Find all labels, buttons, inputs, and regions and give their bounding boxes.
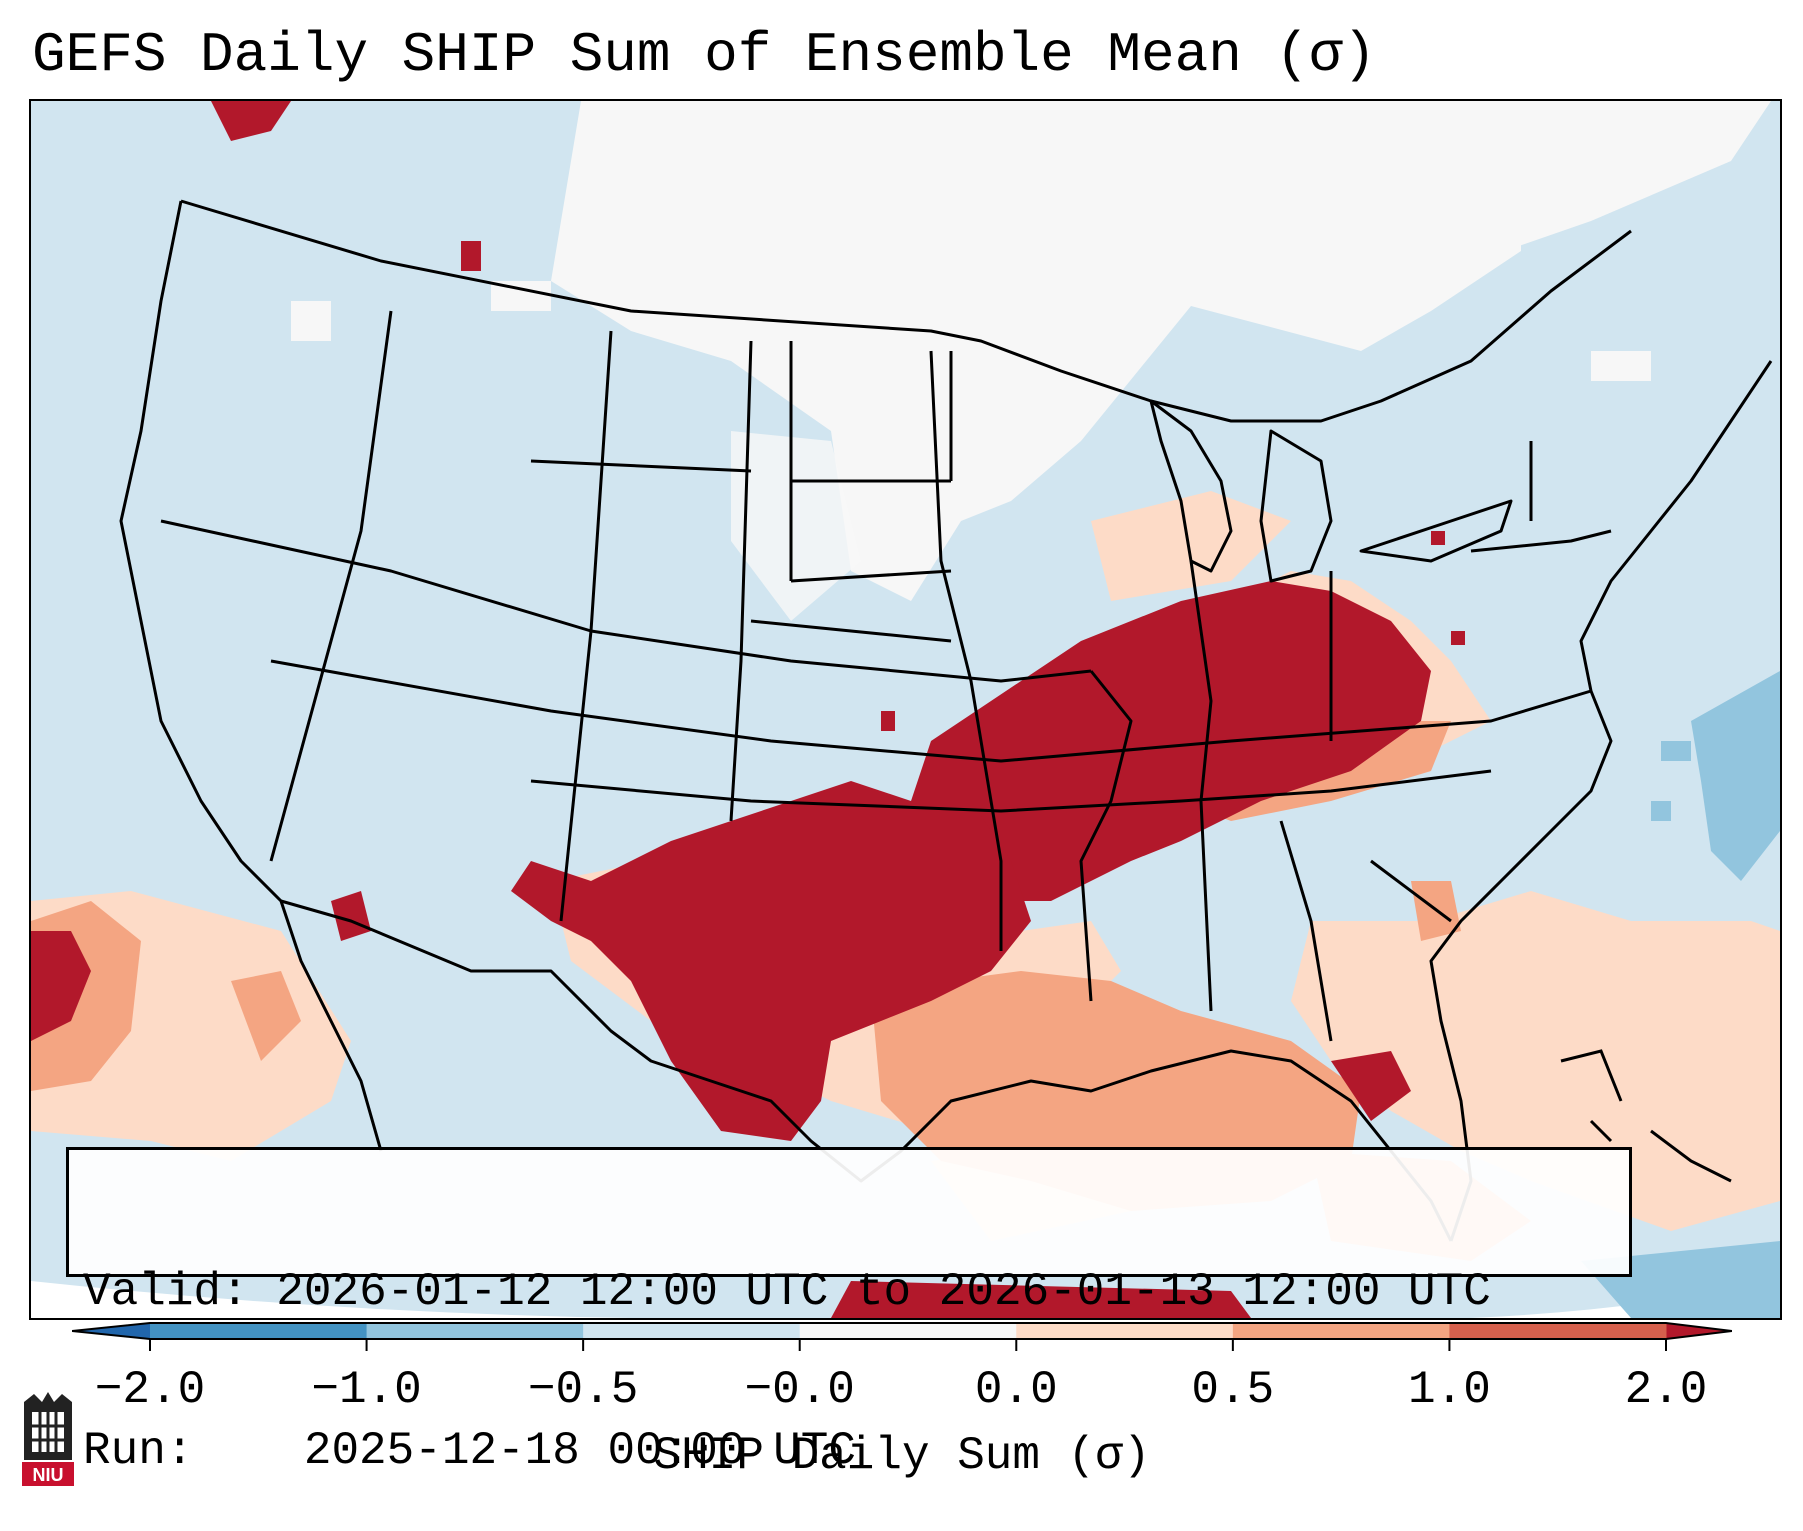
run-value: 2025-12-18 00:00 UTC	[303, 1425, 856, 1477]
colorbar-tick-label: 1.0	[1408, 1364, 1491, 1416]
colorbar-segment	[799, 1323, 1017, 1339]
domain-edge-left	[31, 1281, 631, 1318]
colorbar-tick-label: −0.5	[527, 1364, 639, 1416]
chart-title: GEFS Daily SHIP Sum of Ensemble Mean (σ)	[32, 23, 1377, 87]
valid-value: 2026-01-12 12:00 UTC to 2026-01-13 12:00…	[276, 1266, 1491, 1318]
colorbar-segment	[150, 1323, 368, 1339]
run-label: Run:	[83, 1425, 194, 1477]
colorbar-tick-label: −0.0	[744, 1364, 855, 1416]
colorbar-segment	[1449, 1323, 1667, 1339]
colorbar-segment	[1016, 1323, 1234, 1339]
colorbar	[72, 1322, 1732, 1351]
colorbar-tick-label: 2.0	[1624, 1364, 1708, 1416]
valid-label: Valid:	[83, 1266, 249, 1318]
colorbar-segment	[1232, 1323, 1450, 1339]
caribbean-islands	[1560, 1049, 1732, 1183]
niu-logo: NIU	[22, 1392, 74, 1486]
map-panel	[29, 99, 1782, 1320]
colorbar-ticks	[149, 1339, 1667, 1351]
valid-row: Valid: 2026-01-12 12:00 UTC to 2026-01-1…	[83, 1266, 1615, 1319]
colorbar-tick-label: −1.0	[311, 1364, 422, 1416]
near-zero-regions	[291, 101, 1771, 621]
map-canvas	[31, 101, 1780, 1318]
colorbar-extend-max	[1666, 1323, 1732, 1339]
colorbar-tick-label: 0.0	[974, 1364, 1058, 1416]
run-row: Run: 2025-12-18 00:00 UTC	[83, 1425, 1615, 1478]
valid-run-info-box: Valid: 2026-01-12 12:00 UTC to 2026-01-1…	[66, 1147, 1632, 1477]
colorbar-tick-label: 0.5	[1191, 1364, 1275, 1416]
colorbar-tick-label: −2.0	[94, 1364, 206, 1416]
logo-text: NIU	[33, 1465, 64, 1485]
colorbar-segment	[366, 1323, 584, 1339]
colorbar-label: SHIP Daily Sum (σ)	[653, 1430, 1151, 1482]
colorbar-segment	[583, 1323, 801, 1339]
strong-positive-anomaly	[31, 101, 1465, 1318]
colorbar-extend-min	[72, 1323, 150, 1339]
colorbar-segments	[72, 1322, 1732, 1340]
state-boundaries	[119, 199, 1773, 1242]
